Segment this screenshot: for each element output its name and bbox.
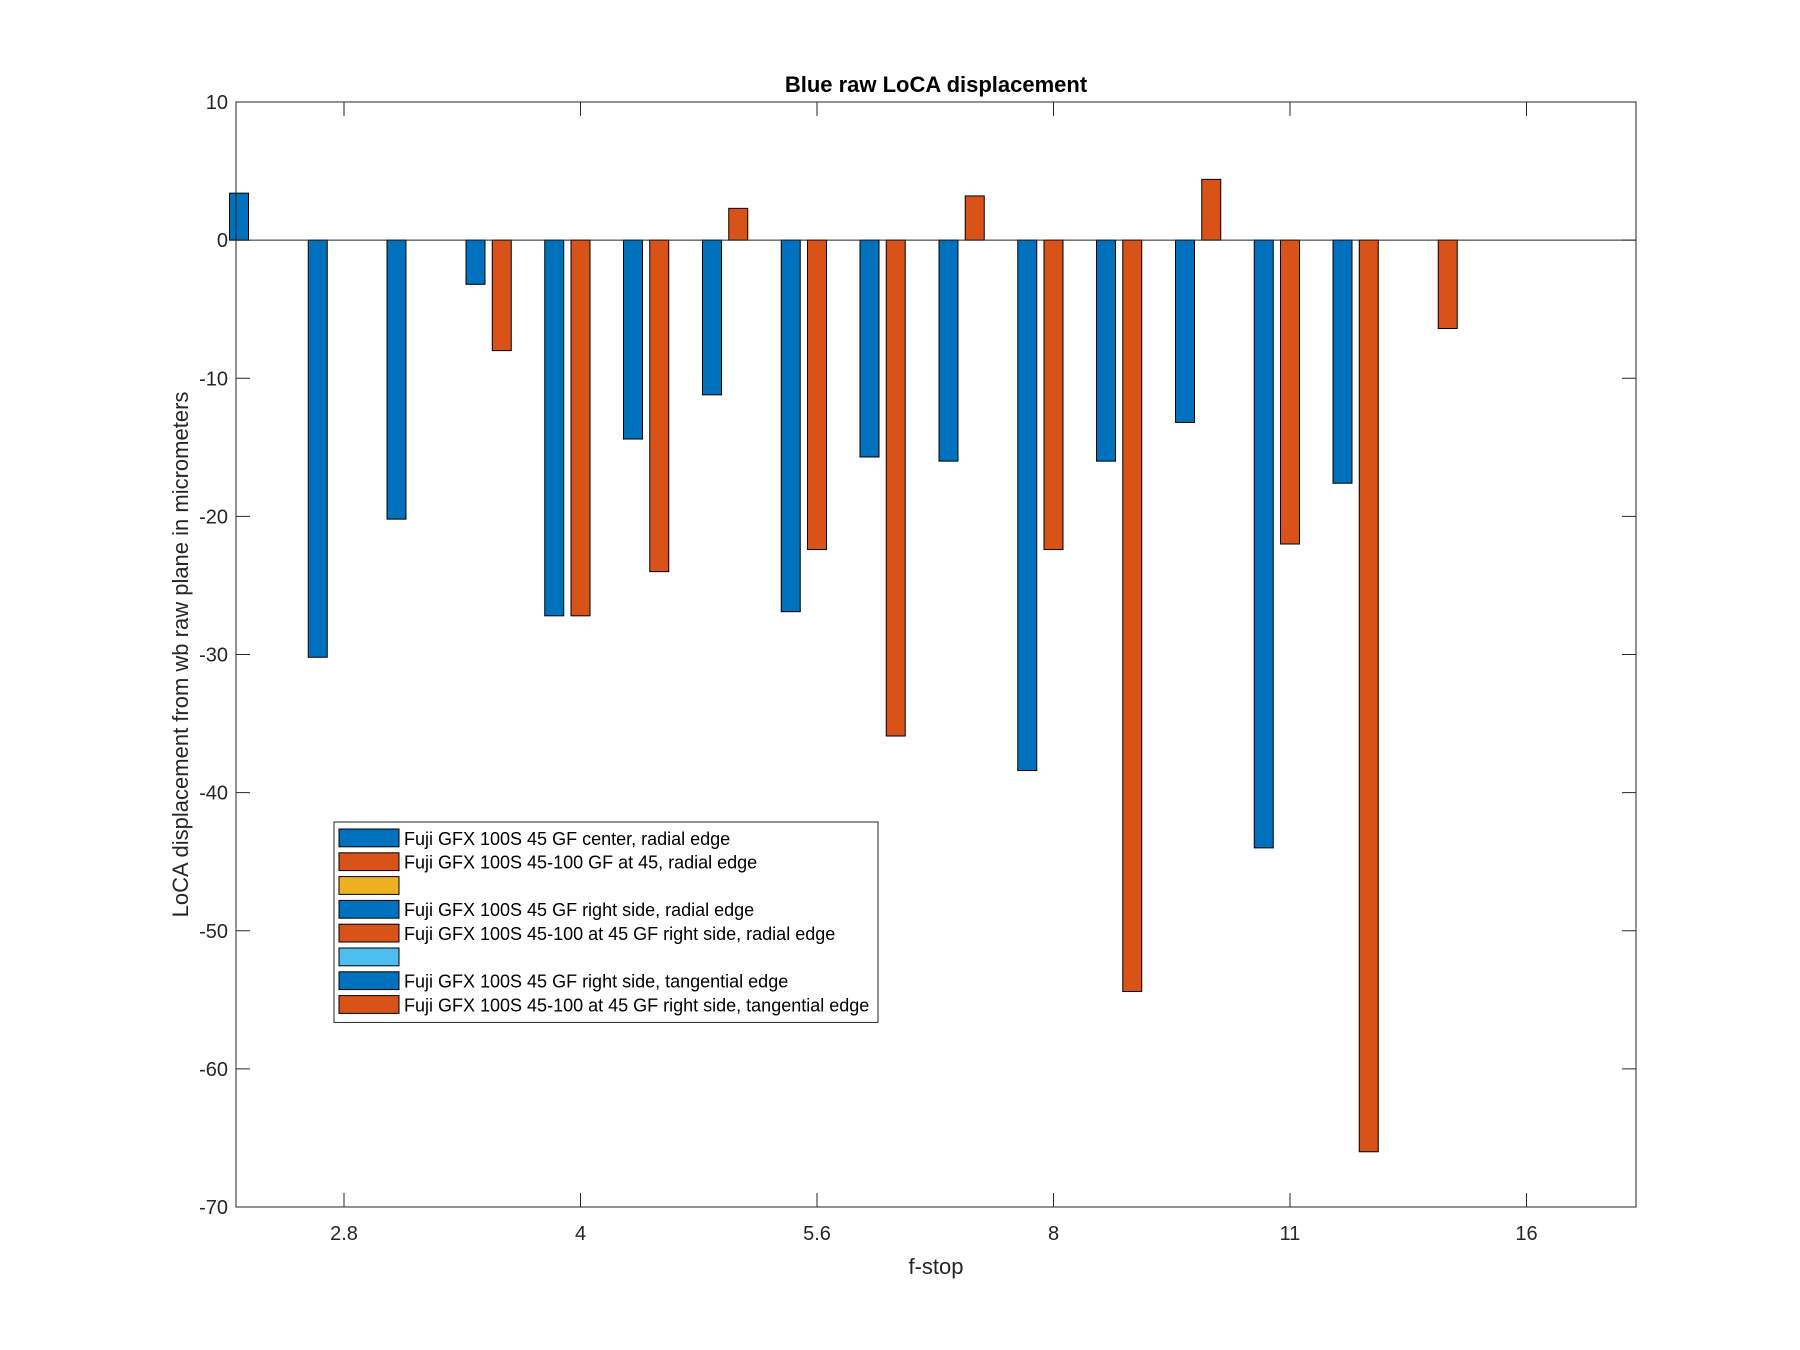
bar-5.6-s4 [780, 239, 801, 613]
legend-label: Fuji GFX 100S 45-100 at 45 GF right side… [404, 995, 869, 1015]
legend-swatch [338, 947, 400, 967]
x-axis: 2.8 4 5.6 8 11 16 [330, 102, 1538, 1245]
y-tick-label: 10 [206, 92, 228, 114]
bar-8-s7 [1096, 239, 1116, 462]
y-tick-label: -10 [199, 368, 228, 390]
bar-4-s2 [491, 239, 512, 352]
bar-8-s8 [1122, 239, 1143, 993]
bar-5.6-s8 [885, 239, 906, 737]
y-tick-label: 0 [217, 230, 228, 252]
legend-swatch [338, 828, 400, 848]
legend-swatch [338, 971, 400, 991]
x-tick-label: 2.8 [330, 1223, 358, 1245]
legend-swatch [338, 923, 400, 943]
x-tick-label: 5.6 [803, 1223, 831, 1245]
legend-label: Fuji GFX 100S 45 GF center, radial edge [404, 829, 730, 849]
bar-11-s7 [1332, 239, 1353, 484]
legend-swatch [338, 995, 400, 1014]
legend-swatch [338, 899, 400, 919]
y-tick-label: -40 [199, 783, 228, 805]
y-tick-label: -20 [199, 506, 228, 528]
bar-5.6-s7 [859, 239, 880, 458]
bar-5.6-s1 [702, 239, 722, 396]
bar-2.8-s7 [386, 239, 407, 520]
bar-11-s5 [1280, 239, 1300, 545]
legend-label: Fuji GFX 100S 45-100 at 45 GF right side… [404, 924, 835, 944]
bar-5.6-s2 [728, 207, 749, 241]
x-tick-label: 16 [1515, 1223, 1537, 1245]
y-axis-label: LoCA displacement from wb raw plane in m… [168, 392, 193, 918]
bar-16-s2 [1437, 239, 1458, 330]
bar-2.8-s4 [307, 239, 328, 658]
x-tick-label: 8 [1048, 1223, 1059, 1245]
bar-4-s7 [623, 239, 643, 440]
y-axis: 10 0 -10 -20 -30 -40 -50 -60 -70 [199, 92, 1636, 1219]
legend-label: Fuji GFX 100S 45 GF right side, radial e… [404, 900, 754, 920]
bar-2.8-s1 [229, 192, 249, 241]
y-tick-label: -30 [199, 645, 228, 667]
bar-8-s4 [1017, 239, 1038, 772]
x-axis-label: f-stop [908, 1254, 963, 1279]
bar-8-s5 [1043, 239, 1064, 551]
bar-8-s1 [938, 239, 959, 462]
y-tick-label: -70 [199, 1197, 228, 1219]
x-tick-label: 11 [1280, 1223, 1301, 1245]
legend-label: Fuji GFX 100S 45 GF right side, tangenti… [404, 972, 788, 992]
legend: Fuji GFX 100S 45 GF center, radial edge F… [333, 821, 879, 1023]
legend-swatch [338, 852, 400, 872]
x-tick-label: 4 [575, 1223, 586, 1245]
bar-4-s8 [649, 239, 670, 573]
y-tick-label: -50 [199, 921, 228, 943]
bar-5.6-s5 [807, 239, 827, 551]
bar-4-s4 [544, 239, 565, 617]
bar-4-s5 [570, 239, 591, 617]
chart-title: Blue raw LoCA displacement [785, 72, 1088, 97]
legend-label: Fuji GFX 100S 45-100 GF at 45, radial ed… [404, 853, 757, 873]
bar-11-s8 [1358, 239, 1379, 1153]
bar-11-s2 [1201, 178, 1222, 241]
bar-11-s4 [1253, 239, 1274, 849]
bar-8-s2 [964, 195, 985, 241]
legend-box [333, 821, 879, 1023]
plot-area [236, 102, 1636, 1207]
bar-11-s1 [1175, 239, 1195, 423]
bar-4-s1 [465, 239, 486, 285]
y-tick-label: -60 [199, 1059, 228, 1081]
legend-swatch [338, 876, 400, 895]
